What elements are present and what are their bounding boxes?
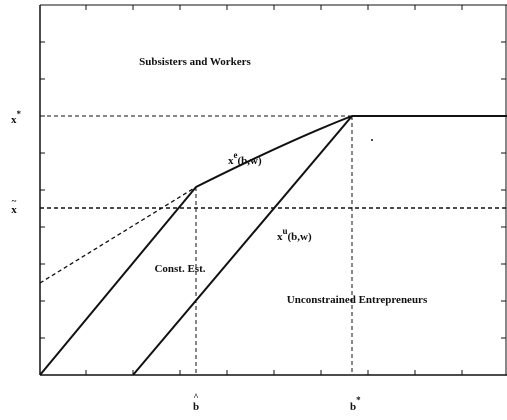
dot	[371, 139, 373, 141]
curve-label: xu(b,w)	[277, 226, 312, 243]
region-label: Unconstrained Entrepreneurs	[287, 294, 428, 306]
guide-lines	[39, 115, 507, 375]
curves	[39, 115, 507, 376]
region-label: Const. Est.	[154, 263, 205, 275]
axis-ticks	[40, 5, 506, 375]
region-label: Subsisters and Workers	[139, 56, 251, 68]
curve-label: xe(b,w)	[228, 150, 262, 167]
x-axis-label: b^	[193, 392, 199, 413]
x-axis-label: b*	[350, 395, 361, 413]
curve-xu	[132, 115, 353, 376]
y-axis-label: x~	[11, 196, 17, 216]
y-axis-label: x*	[11, 109, 22, 126]
curve-xe	[39, 115, 507, 376]
frame	[39, 4, 507, 376]
